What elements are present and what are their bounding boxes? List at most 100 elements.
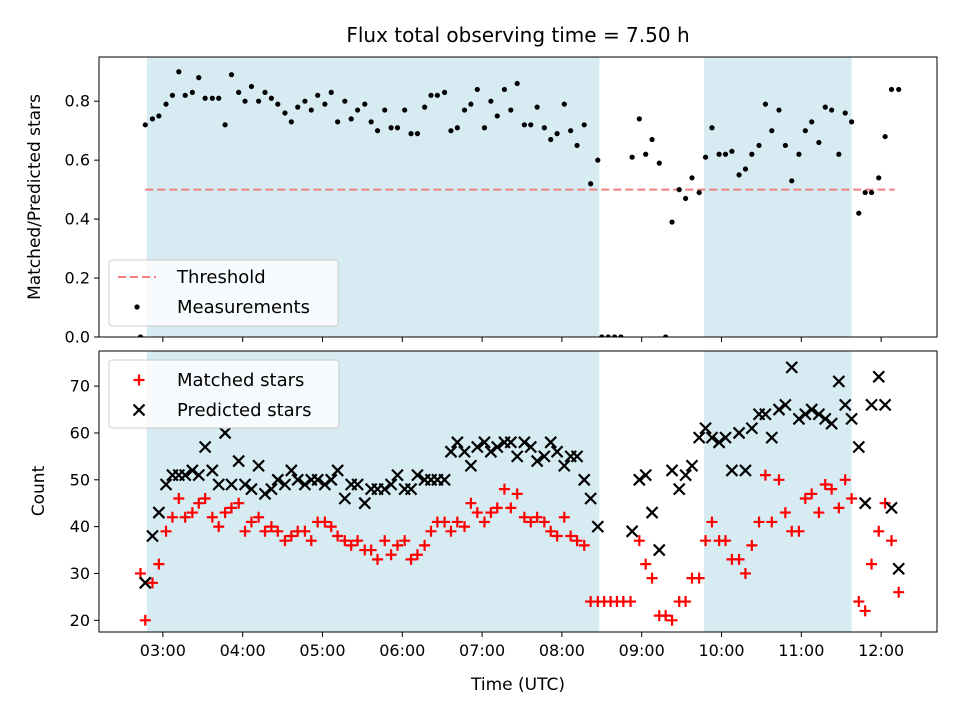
matched-star-point xyxy=(391,539,403,551)
measurement-point xyxy=(574,142,580,149)
measurement-point xyxy=(422,104,428,110)
predicted-star-point xyxy=(838,398,852,412)
matched-star-point xyxy=(439,516,451,528)
predicted-star-point xyxy=(679,468,692,482)
measurement-point xyxy=(789,178,795,184)
predicted-star-point xyxy=(510,450,524,463)
matched-star-point xyxy=(139,614,151,626)
measurement-point xyxy=(742,166,749,172)
legend: Matched stars Predicted stars xyxy=(108,359,340,429)
matched-star-point xyxy=(706,516,718,528)
measurement-point xyxy=(729,148,735,154)
x-axis-label: Time (UTC) xyxy=(470,675,565,695)
bottom-panel: 20 30 40 50 60 70 03:00 04:00 05:00 06:00 07:00 08:… xyxy=(70,350,938,660)
predicted-star-point xyxy=(792,412,806,426)
predicted-star-point xyxy=(458,445,471,458)
measurement-point xyxy=(488,98,494,104)
predicted-star-point xyxy=(464,459,478,473)
axes-frame xyxy=(98,350,938,633)
measurement-point xyxy=(611,334,618,337)
matched-star-point xyxy=(680,596,692,608)
measurement-point xyxy=(142,122,148,128)
matched-star-point xyxy=(733,553,745,565)
predicted-star-point xyxy=(725,464,739,477)
matched-star-point xyxy=(399,535,411,547)
matched-star-point xyxy=(478,516,490,528)
predicted-star-point xyxy=(152,506,166,519)
predicted-star-point xyxy=(218,426,232,440)
measurement-point xyxy=(636,116,642,122)
predicted-star-point xyxy=(358,496,372,510)
measurement-point xyxy=(528,122,534,128)
y-tick-label: 0.2 xyxy=(65,269,90,288)
matched-star-point xyxy=(633,535,645,547)
matched-star-point xyxy=(826,483,838,495)
measurement-point xyxy=(461,107,468,113)
measurement-point xyxy=(474,86,480,93)
measurement-point xyxy=(236,89,242,95)
legend-box xyxy=(108,359,340,429)
measurement-point xyxy=(896,86,902,93)
matched-star-point xyxy=(779,507,791,519)
matched-star-point xyxy=(525,516,537,528)
matched-star-point xyxy=(305,535,317,547)
matched-star-point xyxy=(153,558,165,570)
matched-star-point xyxy=(199,493,211,505)
measurement-point xyxy=(374,128,381,134)
matched-star-point xyxy=(773,474,785,486)
matched-star-point xyxy=(625,596,637,608)
matched-star-point xyxy=(853,596,865,608)
measurement-point xyxy=(275,101,281,107)
predicted-star-point xyxy=(892,562,905,576)
legend-threshold-label: Threshold xyxy=(176,267,266,288)
predicted-star-point xyxy=(639,468,652,482)
predicted-star-point xyxy=(504,436,518,449)
top-y-axis-label: Matched/Predicted stars xyxy=(25,94,45,300)
predicted-star-point xyxy=(645,506,659,519)
measurement-point xyxy=(196,75,202,81)
measurement-point xyxy=(137,334,144,337)
matched-star-point xyxy=(219,507,231,519)
legend-measurement-swatch xyxy=(134,304,140,310)
predicted-star-point xyxy=(652,543,666,557)
predicted-star-point xyxy=(186,464,199,477)
matched-star-point xyxy=(259,525,271,537)
matched-star-point xyxy=(253,511,265,523)
measurement-point xyxy=(689,175,695,181)
predicted-star-point xyxy=(712,436,726,449)
measurement-point xyxy=(568,128,574,134)
measurement-point xyxy=(595,157,601,163)
y-tick-label: 70 xyxy=(70,377,90,396)
matched-star-point xyxy=(578,539,590,551)
matched-star-point xyxy=(173,493,185,505)
bottom-y-axis-label: Count xyxy=(29,465,49,516)
predicted-star-point xyxy=(232,454,245,468)
measurement-point xyxy=(816,139,822,146)
x-tick-label: 04:00 xyxy=(220,641,266,660)
measurement-point xyxy=(716,151,722,157)
matched-star-point xyxy=(739,567,751,579)
observing-window-band xyxy=(703,351,852,632)
measurement-point xyxy=(468,101,474,107)
predicted-star-point xyxy=(524,440,538,454)
measurement-point xyxy=(796,151,802,157)
measurement-point xyxy=(156,113,162,119)
predicted-star-point xyxy=(845,412,858,426)
matched-star-point xyxy=(666,614,678,626)
measurement-point xyxy=(441,89,448,95)
predicted-star-point xyxy=(252,459,265,473)
matched-star-point xyxy=(551,530,563,542)
predicted-star-point xyxy=(146,529,159,543)
matched-star-point xyxy=(819,478,831,490)
measurement-point xyxy=(888,86,895,93)
measurement-point xyxy=(242,98,248,104)
measurement-point xyxy=(629,154,635,160)
matched-star-point xyxy=(485,507,497,519)
measurement-point xyxy=(842,110,848,116)
predicted-star-point xyxy=(245,482,258,496)
matched-star-point xyxy=(859,605,871,617)
matched-star-point xyxy=(518,511,530,523)
x-tick-label: 03:00 xyxy=(140,641,186,660)
measurement-point xyxy=(315,92,321,98)
matched-star-point xyxy=(245,516,257,528)
